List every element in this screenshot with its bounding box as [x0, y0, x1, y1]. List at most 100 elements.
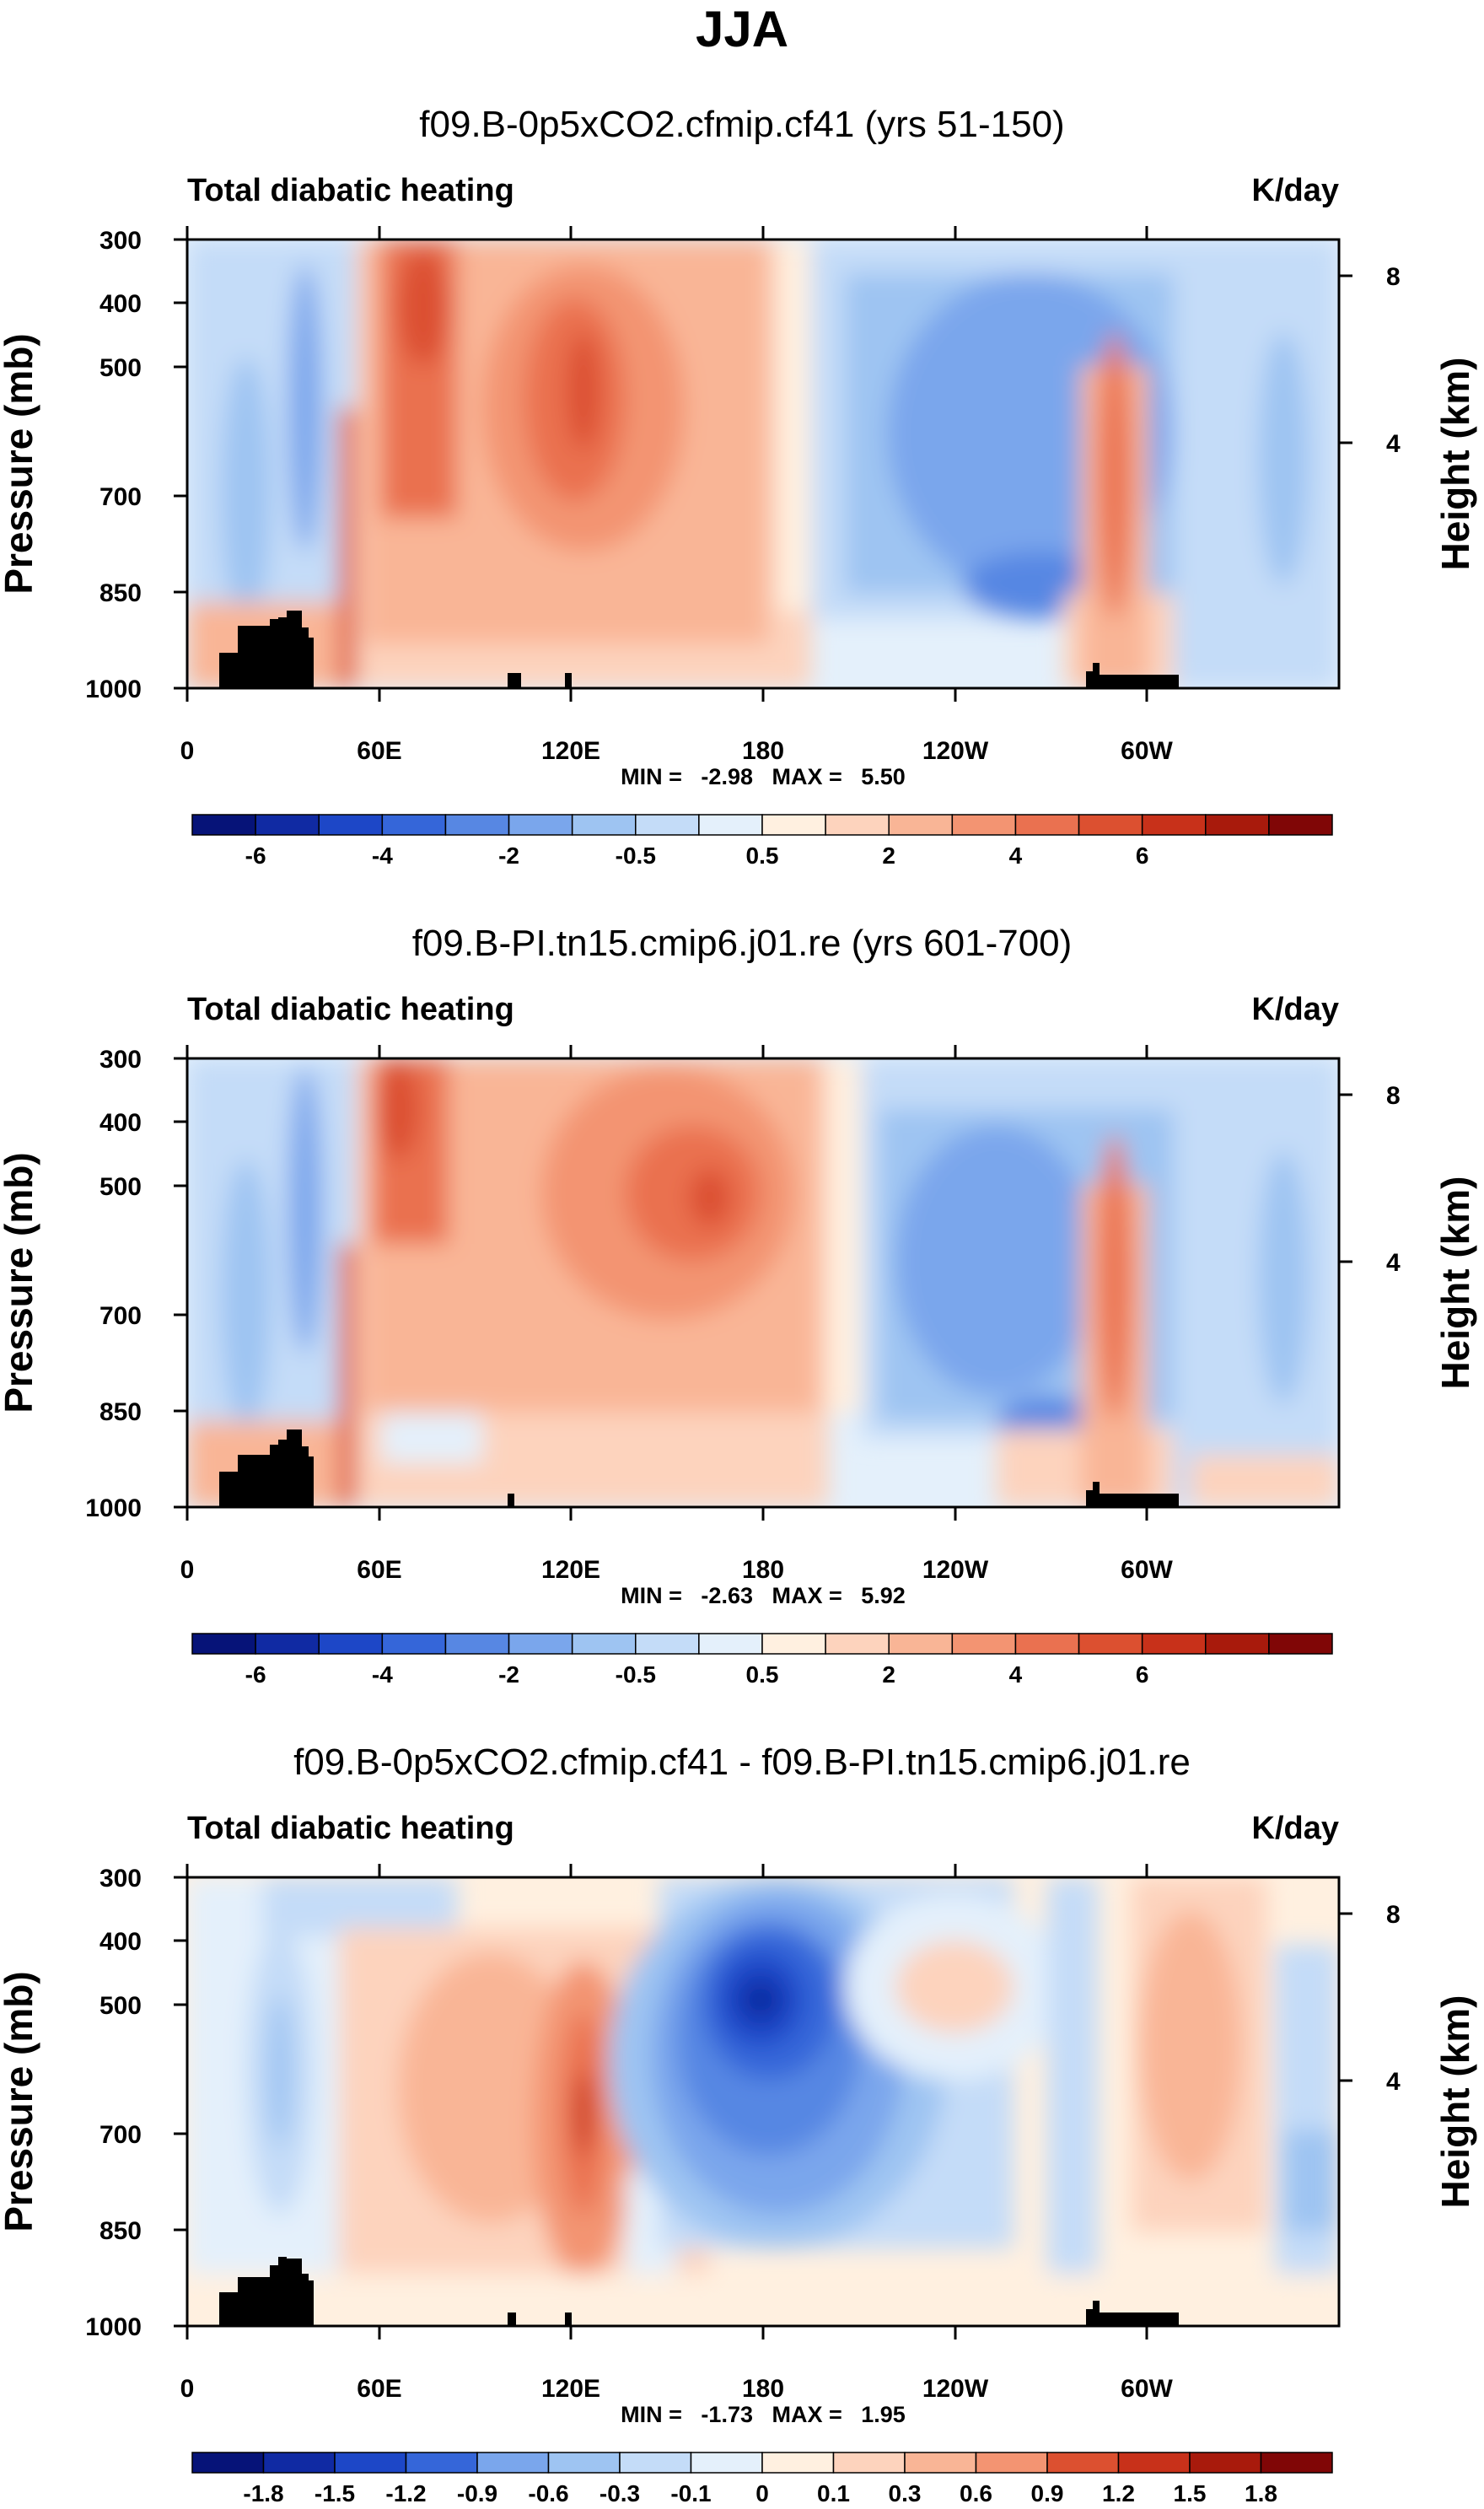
colorbar-2-label: 4: [1009, 1661, 1023, 1688]
panel-3-ylabel: Pressure (mb): [0, 1971, 40, 2232]
panel-1-xtick-4: 120W: [922, 737, 989, 765]
colorbar-3-box: [547, 2452, 621, 2474]
panel-1-rtick-0: 8: [1386, 263, 1401, 291]
colorbar-3-box: [832, 2452, 906, 2474]
panel-1-ylabel-right: Height (km): [1433, 358, 1477, 571]
panel-1-left-string: Total diabatic heating: [187, 173, 514, 208]
colorbar-3-label: -1.5: [315, 2480, 355, 2506]
panel-2: f09.B-PI.tn15.cmip6.j01.re (yrs 601-700)…: [0, 923, 1477, 1688]
panel-2-y-right-labels: 8 4: [1386, 1082, 1401, 1277]
panel-3-title: f09.B-0p5xCO2.cfmip.cf41 - f09.B-PI.tn15…: [293, 1742, 1191, 1783]
colorbar-3-box: [1260, 2452, 1333, 2474]
colorbar-3-label: 0.6: [960, 2480, 992, 2506]
colorbar-1-box: [444, 814, 510, 836]
panel-1-ytick-0: 300: [99, 227, 142, 255]
colorbar-3-label: -1.8: [243, 2480, 283, 2506]
colorbar-1-box: [1014, 814, 1080, 836]
panel-3-x-labels: 0 60E 120E 180 120W 60W: [180, 2375, 1174, 2403]
panel-1-xtick-1: 60E: [357, 737, 401, 765]
panel-2-title: f09.B-PI.tn15.cmip6.j01.re (yrs 601-700): [412, 923, 1073, 964]
panel-1-units: K/day: [1252, 173, 1339, 208]
colorbar-2-box: [381, 1633, 447, 1655]
panel-1-y-labels: 300 400 500 700 850 1000: [85, 227, 142, 703]
panel-1-ytick-4: 850: [99, 579, 142, 607]
panel-2-rtick-1: 4: [1386, 1249, 1401, 1277]
colorbar-3-box: [975, 2452, 1048, 2474]
colorbar-1-box: [1141, 814, 1207, 836]
panel-1-y-right-labels: 8 4: [1386, 263, 1401, 458]
colorbar-3-label: 1.2: [1102, 2480, 1135, 2506]
colorbar-2-label: 2: [882, 1661, 895, 1688]
colorbar-3-box: [1117, 2452, 1191, 2474]
colorbar-1-box: [1268, 814, 1333, 836]
colorbar-2-box: [761, 1633, 826, 1655]
colorbar-2-box: [191, 1633, 256, 1655]
panel-1-ytick-5: 1000: [85, 676, 142, 703]
colorbar-3-box: [262, 2452, 336, 2474]
colorbar-1-label: 2: [882, 843, 895, 869]
panel-2-xtick-2: 120E: [541, 1556, 600, 1584]
colorbar-2-box: [698, 1633, 763, 1655]
colorbar-1-label: 6: [1136, 843, 1149, 869]
panel-2-rtick-0: 8: [1386, 1082, 1401, 1110]
panel-3-ylabel-right: Height (km): [1433, 1995, 1477, 2209]
panel-3-y-right-labels: 8 4: [1386, 1901, 1401, 2096]
panel-2-plot: [187, 1058, 1339, 1507]
colorbar-2-box: [825, 1633, 890, 1655]
panel-2-ytick-3: 700: [99, 1302, 142, 1330]
colorbar-2-box: [1078, 1633, 1143, 1655]
panel-3-ytick-5: 1000: [85, 2313, 142, 2341]
colorbar-2-box: [1205, 1633, 1270, 1655]
panel-2-ytick-5: 1000: [85, 1494, 142, 1522]
panel-1-stats: MIN = -2.98 MAX = 5.50: [621, 764, 906, 789]
colorbar-2-box: [255, 1633, 320, 1655]
panel-2-stats: MIN = -2.63 MAX = 5.92: [621, 1583, 906, 1608]
colorbar-2-label: -6: [245, 1661, 266, 1688]
colorbar-1-box: [571, 814, 637, 836]
panel-2-xtick-1: 60E: [357, 1556, 401, 1584]
colorbar-3-box: [690, 2452, 763, 2474]
panel-3-ytick-3: 700: [99, 2121, 142, 2149]
panel-1-colorbar: -6 -4 -2 -0.5 0.5 2 4 6: [191, 814, 1333, 869]
colorbar-1-box: [825, 814, 890, 836]
panel-3-ytick-2: 500: [99, 1992, 142, 2020]
colorbar-1-box: [318, 814, 384, 836]
colorbar-3-box: [619, 2452, 692, 2474]
colorbar-1-box: [761, 814, 826, 836]
colorbar-1-label: -2: [498, 843, 519, 869]
panel-3-units: K/day: [1252, 1811, 1339, 1846]
panel-2-xtick-4: 120W: [922, 1556, 989, 1584]
panel-3-xtick-2: 120E: [541, 2375, 600, 2403]
panel-3-xtick-4: 120W: [922, 2375, 989, 2403]
panel-3-xtick-0: 0: [180, 2375, 195, 2403]
panel-2-ytick-4: 850: [99, 1398, 142, 1426]
panel-3-ytick-1: 400: [99, 1928, 142, 1956]
colorbar-1-box: [255, 814, 320, 836]
panel-3: f09.B-0p5xCO2.cfmip.cf41 - f09.B-PI.tn15…: [0, 1742, 1477, 2506]
panel-3-x-ticks: [186, 1864, 1148, 2339]
colorbar-1-box: [508, 814, 573, 836]
colorbar-2-box: [1141, 1633, 1207, 1655]
colorbar-3-box: [405, 2452, 478, 2474]
panel-2-left-string: Total diabatic heating: [187, 992, 514, 1027]
panel-2-x-ticks: [186, 1045, 1148, 1521]
colorbar-2-box: [1014, 1633, 1080, 1655]
colorbar-2-box: [508, 1633, 573, 1655]
colorbar-2-box: [951, 1633, 1017, 1655]
colorbar-2-box: [318, 1633, 384, 1655]
panel-3-xtick-1: 60E: [357, 2375, 401, 2403]
colorbar-3-label: 1.8: [1245, 2480, 1277, 2506]
colorbar-3-box: [1046, 2452, 1120, 2474]
colorbar-2-box: [635, 1633, 700, 1655]
colorbar-3-label: 0.3: [889, 2480, 922, 2506]
panel-2-x-labels: 0 60E 120E 180 120W 60W: [180, 1556, 1174, 1584]
panel-3-y-ticks: [174, 1876, 1352, 2328]
colorbar-1-label: -6: [245, 843, 266, 869]
panel-2-ytick-2: 500: [99, 1173, 142, 1201]
panel-2-ylabel-right: Height (km): [1433, 1176, 1477, 1390]
panel-3-xtick-3: 180: [742, 2375, 784, 2403]
panel-1-ytick-2: 500: [99, 354, 142, 382]
colorbar-1-label: 4: [1009, 843, 1023, 869]
panel-3-stats: MIN = -1.73 MAX = 1.95: [621, 2402, 906, 2427]
panel-1-y-ticks: [174, 238, 1352, 690]
